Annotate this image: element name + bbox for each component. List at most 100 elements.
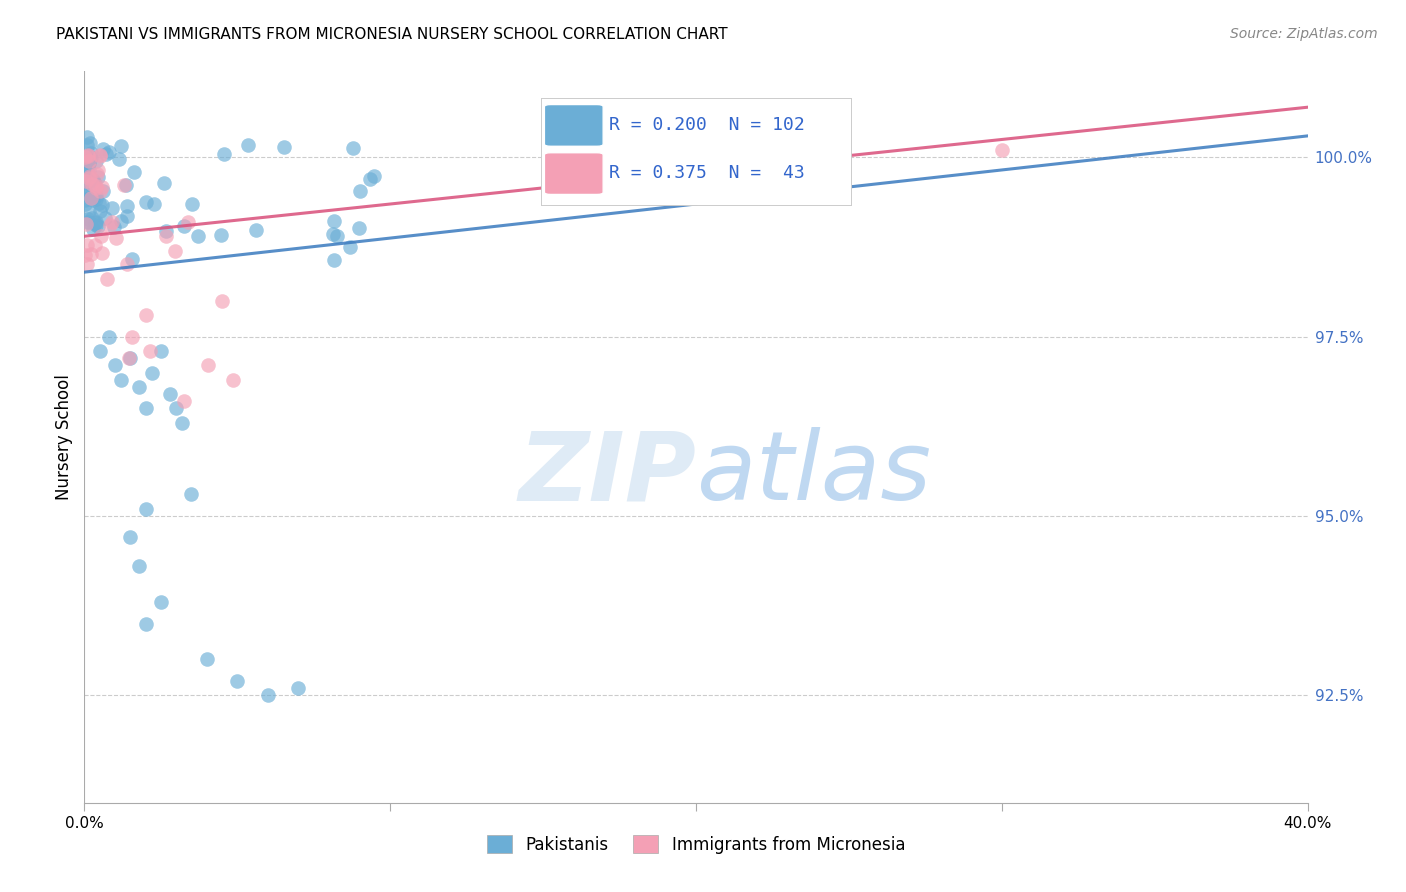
Point (159, 387, 181, 401)
Point (89, 148, 111, 162)
Point (76, 238, 98, 252)
Text: PAKISTANI VS IMMIGRANTS FROM MICRONESIA NURSERY SCHOOL CORRELATION CHART: PAKISTANI VS IMMIGRANTS FROM MICRONESIA … (56, 27, 728, 42)
Point (195, 652, 218, 666)
Point (96, 272, 118, 286)
Point (79, 188, 101, 202)
Point (73, 171, 96, 186)
Point (103, 219, 125, 234)
Point (83, 175, 105, 189)
Y-axis label: Nursery School: Nursery School (55, 374, 73, 500)
Point (84, 178, 107, 193)
Point (117, 351, 139, 366)
Text: Source: ZipAtlas.com: Source: ZipAtlas.com (1230, 27, 1378, 41)
Point (75, 150, 97, 164)
Point (115, 199, 138, 213)
Point (84, 218, 107, 232)
Point (77, 212, 100, 227)
Point (93, 211, 115, 225)
Point (90, 229, 112, 244)
Point (104, 359, 127, 373)
Point (90, 179, 112, 194)
Point (73, 182, 96, 196)
Point (76, 164, 98, 178)
Point (76, 130, 98, 145)
Point (209, 228, 232, 243)
Text: R = 0.375  N =  43: R = 0.375 N = 43 (609, 164, 806, 182)
Point (342, 141, 364, 155)
Point (76, 257, 98, 271)
Point (73, 193, 96, 207)
Point (77, 162, 100, 177)
Point (155, 229, 177, 244)
Point (110, 214, 132, 228)
Point (245, 223, 267, 237)
Point (82, 221, 104, 235)
Point (226, 673, 249, 688)
Point (87, 162, 110, 177)
Point (82, 191, 104, 205)
Point (96, 147, 118, 161)
Point (115, 257, 138, 271)
Point (84, 181, 107, 195)
Point (339, 240, 361, 254)
Point (110, 373, 132, 387)
Point (287, 681, 309, 695)
Point (80, 146, 103, 161)
Point (149, 344, 172, 359)
Point (91, 142, 114, 156)
Point (76, 150, 98, 164)
Point (77, 171, 100, 186)
Point (73, 150, 96, 164)
Point (115, 209, 138, 223)
Point (222, 373, 245, 387)
Point (359, 172, 381, 186)
Point (323, 253, 346, 268)
Text: R = 0.200  N = 102: R = 0.200 N = 102 (609, 116, 806, 134)
Point (80, 211, 103, 226)
Point (101, 215, 124, 229)
Point (80, 246, 103, 260)
Point (155, 224, 177, 238)
Point (120, 351, 142, 366)
Point (84, 189, 107, 203)
Point (82, 193, 104, 207)
Point (75, 173, 97, 187)
Point (128, 380, 150, 394)
Point (135, 616, 157, 631)
Point (77, 215, 100, 229)
Point (153, 176, 176, 190)
Legend: Pakistanis, Immigrants from Micronesia: Pakistanis, Immigrants from Micronesia (481, 829, 911, 860)
Point (197, 359, 219, 373)
Point (84, 154, 107, 169)
Point (77, 203, 100, 218)
Point (991, 143, 1014, 157)
Point (91, 184, 114, 198)
Point (84, 215, 107, 229)
Point (75, 186, 97, 200)
Point (120, 531, 142, 545)
Point (349, 184, 371, 198)
Point (180, 487, 202, 501)
FancyBboxPatch shape (544, 104, 603, 146)
Point (114, 178, 136, 193)
Point (75, 176, 97, 190)
Point (89, 184, 111, 198)
Point (135, 501, 157, 516)
Point (211, 293, 233, 308)
Point (77, 154, 100, 169)
Point (75, 217, 97, 231)
Point (187, 229, 209, 244)
Point (86, 167, 108, 181)
Point (75, 197, 97, 211)
Point (97, 329, 120, 343)
Point (98, 219, 121, 233)
Point (89, 344, 111, 359)
Point (80, 191, 103, 205)
Point (89, 203, 111, 218)
Point (173, 394, 195, 409)
Point (165, 244, 187, 258)
Point (87, 169, 110, 184)
Point (121, 329, 143, 343)
Point (326, 228, 349, 243)
Point (322, 227, 344, 242)
